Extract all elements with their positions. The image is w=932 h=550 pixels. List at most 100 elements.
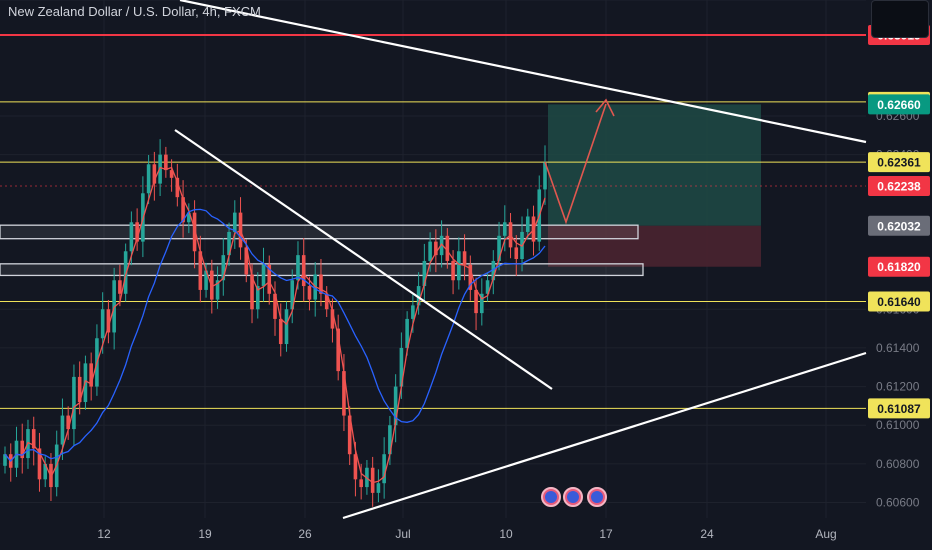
candle — [43, 463, 48, 480]
x-tick-label: 24 — [700, 527, 714, 541]
candle — [112, 280, 116, 333]
candle — [100, 309, 105, 339]
candle — [353, 454, 358, 480]
candle — [66, 415, 70, 430]
candle — [31, 429, 36, 449]
support-box — [0, 224, 639, 240]
price-badge-label: 0.62361 — [877, 156, 921, 170]
candle — [451, 260, 455, 281]
candle — [146, 164, 151, 194]
candle — [428, 241, 432, 261]
candle — [77, 376, 82, 403]
candle — [267, 264, 272, 294]
projection-path — [544, 103, 607, 225]
us-flag-event-icon[interactable] — [541, 487, 561, 507]
price-badge-label: 0.61087 — [877, 402, 921, 416]
candle — [106, 309, 111, 333]
candle — [422, 260, 427, 287]
trendline — [342, 351, 867, 520]
candles — [3, 139, 547, 507]
candle — [152, 164, 157, 184]
candle — [284, 309, 289, 345]
candle — [89, 363, 93, 387]
y-tick-label: 0.60600 — [876, 496, 920, 510]
price-badge-label: 0.61640 — [877, 295, 921, 309]
candle — [491, 260, 496, 281]
support-box — [0, 263, 644, 277]
candle — [158, 154, 162, 184]
candle — [60, 415, 65, 445]
candle — [296, 255, 300, 281]
candle — [37, 448, 42, 480]
candle — [370, 467, 375, 493]
candle — [525, 216, 530, 232]
candle — [485, 280, 490, 294]
candle — [319, 274, 323, 294]
projection-arrow — [544, 98, 615, 225]
candle — [399, 347, 404, 387]
candle — [468, 264, 473, 290]
candle — [192, 212, 197, 252]
candle — [198, 251, 203, 290]
candle — [543, 162, 547, 190]
price-badge-label: 0.62238 — [877, 179, 921, 193]
x-axis: 12 19 26 Jul 10 17 24 Aug — [97, 527, 836, 541]
ma-slow-line — [4, 208, 546, 463]
candle — [232, 212, 237, 232]
corner-panel[interactable] — [871, 0, 929, 38]
x-tick-label: 12 — [97, 527, 111, 541]
candle — [514, 247, 519, 259]
candle — [434, 241, 438, 256]
candle — [462, 251, 467, 265]
candle — [244, 247, 249, 275]
x-tick-label: 19 — [198, 527, 212, 541]
price-badge-label: 0.61820 — [877, 260, 921, 274]
candle — [324, 293, 329, 310]
candle — [416, 286, 421, 306]
arrow-head — [595, 98, 615, 117]
candle — [169, 170, 174, 178]
candle — [359, 479, 363, 488]
candle — [376, 483, 381, 493]
us-flag-event-icon[interactable] — [563, 487, 583, 507]
candle — [342, 371, 346, 416]
candle — [393, 386, 398, 426]
support-boxes — [0, 224, 644, 277]
price-badge — [868, 398, 930, 419]
horizontal-levels — [0, 33, 866, 409]
candle — [261, 264, 266, 287]
candle — [330, 309, 335, 329]
candle — [250, 274, 254, 310]
candle — [502, 222, 507, 236]
candle — [382, 454, 386, 484]
candle — [290, 280, 295, 310]
price-badge-label: 0.62032 — [877, 219, 921, 233]
price-badge — [868, 175, 930, 196]
candle — [405, 318, 409, 348]
y-tick-label: 0.60800 — [876, 457, 920, 471]
candle — [336, 328, 340, 372]
ma-fast-line — [4, 166, 546, 484]
us-flag-event-icon[interactable] — [587, 487, 607, 507]
y-tick-label: 0.61400 — [876, 341, 920, 355]
candle — [480, 293, 484, 314]
candle — [388, 425, 392, 455]
x-tick-label: 17 — [599, 527, 613, 541]
candle — [3, 454, 7, 466]
candle — [215, 280, 220, 300]
x-tick-label: 26 — [298, 527, 312, 541]
candle — [439, 235, 444, 256]
candle — [175, 177, 180, 198]
trendlines — [174, 0, 867, 520]
price-badge — [868, 291, 930, 312]
candle — [411, 305, 415, 319]
price-badge — [868, 94, 930, 115]
candle — [129, 222, 134, 252]
trendline — [174, 129, 553, 390]
x-tick-label: Jul — [395, 527, 410, 541]
y-axis: 0.632000.626000.624000.616000.614000.612… — [876, 0, 920, 510]
candle — [72, 376, 76, 430]
y-tick-label: 0.61000 — [876, 418, 920, 432]
position-zones — [548, 104, 761, 267]
